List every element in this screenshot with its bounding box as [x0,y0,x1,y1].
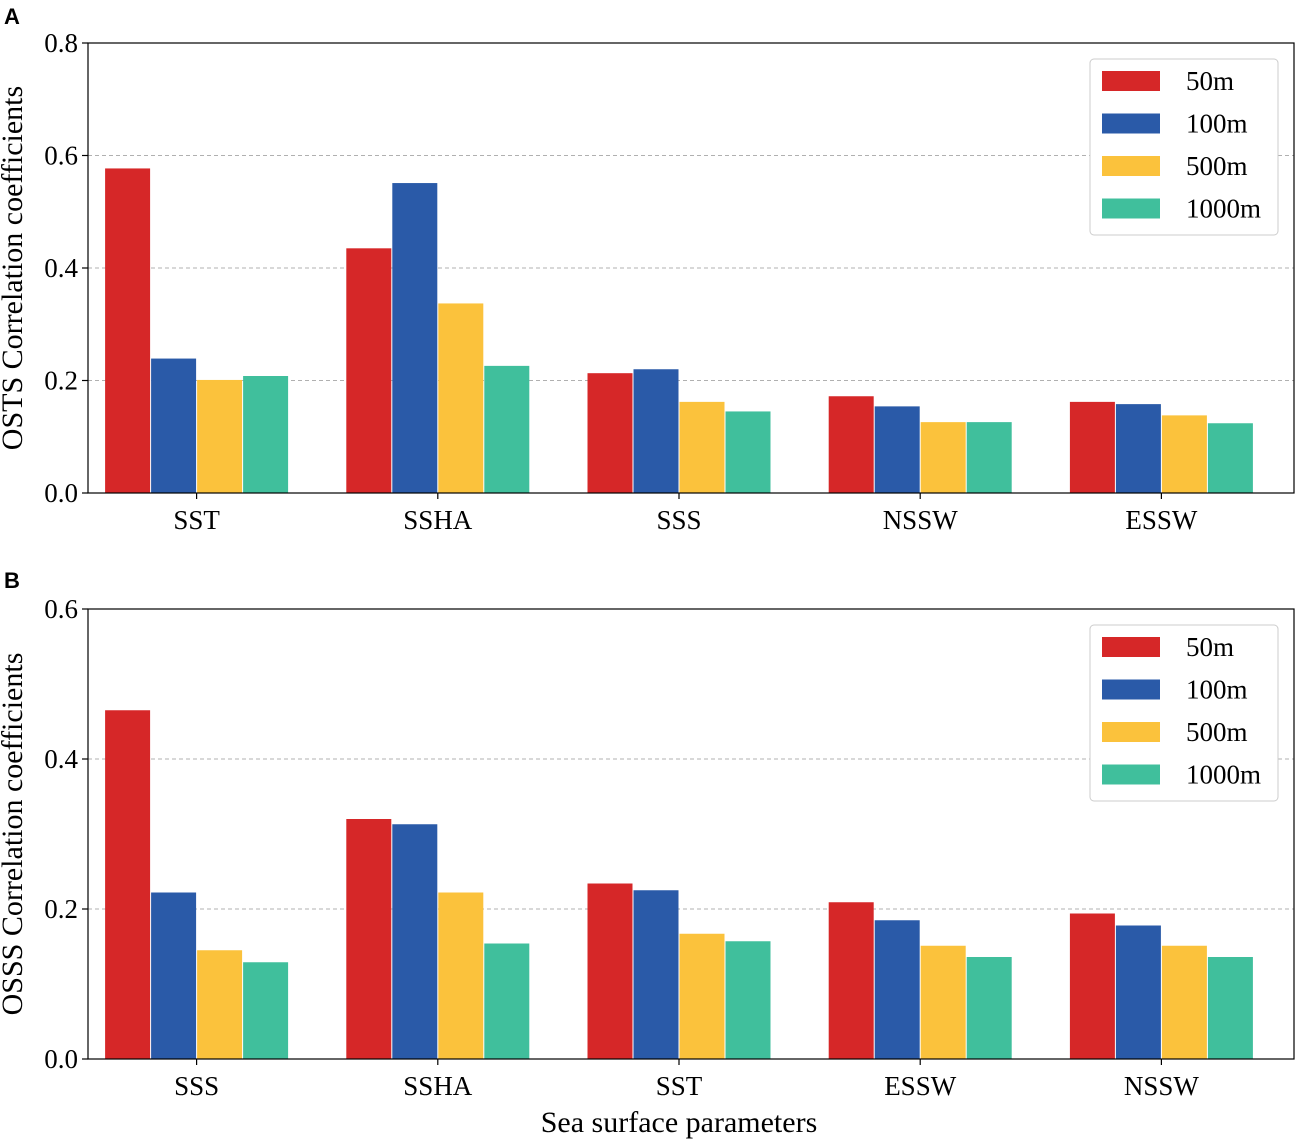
legend-label-50m: 50m [1186,66,1234,96]
legend-label-500m: 500m [1186,151,1248,181]
bar-essw-1000m [966,957,1012,1059]
bar-nssw-100m [874,406,920,493]
bar-ssha-500m [438,892,484,1059]
y-tick-label: 0.0 [44,478,78,508]
bar-nssw-1000m [1207,957,1253,1059]
legend-swatch-1000m [1102,198,1160,219]
bar-sss-500m [679,401,725,493]
bar-sst-100m [151,358,197,493]
legend-swatch-1000m [1102,764,1160,785]
bar-sss-1000m [243,962,289,1059]
legend-box [1089,624,1279,802]
bar-ssha-1000m [484,365,530,493]
bar-essw-50m [1069,401,1115,493]
x-tick-label: ESSW [884,1071,957,1101]
legend-label-1000m: 1000m [1186,760,1261,790]
x-tick-label: ESSW [1125,505,1198,535]
bar-sss-50m [587,373,633,493]
legend-swatch-500m [1102,156,1160,176]
bar-sss-50m [105,710,151,1059]
bar-nssw-1000m [966,422,1012,493]
legend-swatch-50m [1102,637,1160,657]
bar-sss-500m [197,950,243,1059]
bar-sst-100m [633,890,679,1059]
y-axis-label: OSTS Correlation coefficients [0,86,29,450]
legend: 50m 100m 500m 1000m [1089,58,1279,236]
bar-nssw-50m [828,396,874,493]
panel-b: B 0.0 0.2 0.4 0.6 SSS SSHA SST ESSW NSSW OSSS Corr… [0,568,1295,1139]
legend-swatch-50m [1102,71,1160,91]
x-tick-label: NSSW [1124,1071,1200,1101]
plot-frame [87,608,1295,1060]
bar-essw-50m [828,902,874,1059]
bar-sst-50m [105,168,151,493]
bar-essw-100m [874,920,920,1059]
bar-ssha-100m [392,824,438,1059]
y-tick-label: 0.4 [44,744,78,774]
bar-nssw-50m [1069,913,1115,1059]
legend-swatch-100m [1102,113,1160,134]
x-tick-label: SSS [656,505,701,535]
x-tick-label: SSHA [403,505,473,535]
bar-ssha-50m [346,248,392,493]
bar-nssw-500m [920,422,966,493]
bar-ssha-50m [346,819,392,1059]
bar-sst-500m [197,379,243,493]
legend-label-500m: 500m [1186,717,1248,747]
legend-swatch-500m [1102,722,1160,742]
legend-label-1000m: 1000m [1186,194,1261,224]
x-tick-label: SST [656,1071,703,1101]
bar-essw-500m [1161,415,1207,493]
bar-sst-1000m [243,376,289,493]
bar-sst-500m [679,933,725,1059]
bar-ssha-1000m [484,943,530,1059]
legend-label-50m: 50m [1186,632,1234,662]
y-tick-label: 0.2 [44,366,78,396]
bar-sst-50m [587,883,633,1059]
bar-sst-1000m [725,941,771,1059]
legend-swatch-100m [1102,679,1160,700]
panel-a: A 0.0 0.2 0.4 0.6 0.8 SST SSHA SSS NSSW ESSW OSTS C… [0,4,1295,535]
y-tick-label: 0.4 [44,253,78,283]
bar-essw-500m [920,945,966,1059]
bar-ssha-500m [438,303,484,493]
y-axis-label: OSSS Correlation coefficients [0,653,29,1016]
bar-nssw-100m [1115,925,1161,1059]
bar-essw-1000m [1207,423,1253,493]
x-tick-label: SST [173,505,220,535]
y-tick-label: 0.6 [44,594,78,624]
bar-sss-1000m [725,411,771,493]
x-axis-label: Sea surface parameters [541,1106,818,1139]
y-tick-label: 0.8 [44,28,78,58]
legend-label-100m: 100m [1186,109,1248,139]
y-tick-label: 0.6 [44,141,78,171]
bar-nssw-500m [1161,945,1207,1059]
legend-box [1089,58,1279,236]
bar-ssha-100m [392,183,438,493]
y-tick-label: 0.0 [44,1044,78,1074]
y-tick-label: 0.2 [44,894,78,924]
legend: 50m 100m 500m 1000m [1089,624,1279,802]
x-tick-label: NSSW [883,505,959,535]
bar-essw-100m [1115,404,1161,493]
bar-sss-100m [633,369,679,493]
panel-letter: A [4,4,20,29]
legend-label-100m: 100m [1186,675,1248,705]
panel-letter: B [4,568,20,593]
x-tick-label: SSHA [403,1071,473,1101]
bar-sss-100m [151,892,197,1059]
x-tick-label: SSS [174,1071,219,1101]
plot-frame [87,42,1295,494]
